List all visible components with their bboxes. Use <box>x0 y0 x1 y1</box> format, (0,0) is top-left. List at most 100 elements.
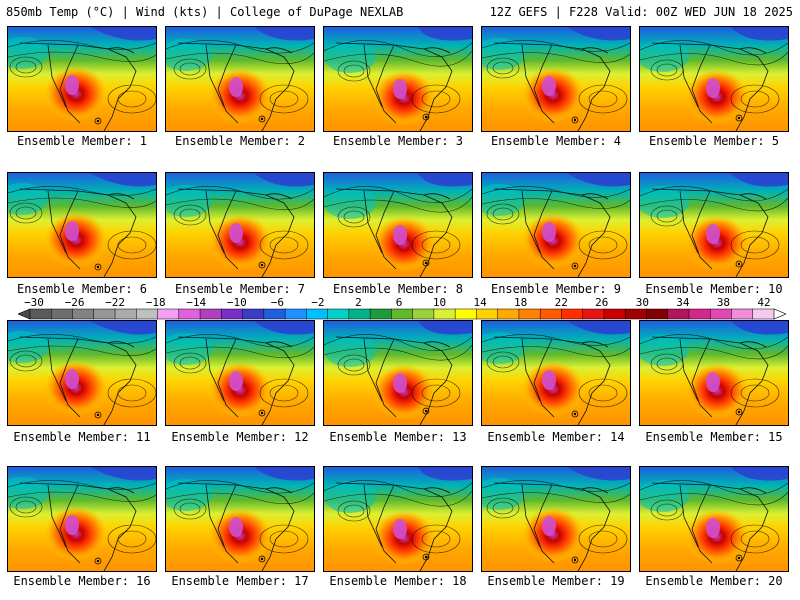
colorbar-segment <box>178 308 201 320</box>
temperature-map <box>8 467 156 571</box>
temperature-map <box>166 321 314 425</box>
ensemble-member-label: Ensemble Member: 17 <box>171 574 309 588</box>
ensemble-member-map <box>165 466 315 572</box>
ensemble-member-map <box>639 26 789 132</box>
map-title: 850mb Temp (°C) | Wind (kts) | College o… <box>6 5 404 19</box>
colorbar-tick-label: −18 <box>145 296 166 309</box>
ensemble-member-label: Ensemble Member: 1 <box>16 134 148 148</box>
colorbar-tick-label: 34 <box>676 296 690 309</box>
colorbar-tick-label: 26 <box>595 296 609 309</box>
temperature-map <box>640 27 788 131</box>
temperature-map <box>324 321 472 425</box>
ensemble-member-map <box>323 466 473 572</box>
temperature-map <box>482 27 630 131</box>
ensemble-member-label: Ensemble Member: 15 <box>645 430 783 444</box>
ensemble-member-label: Ensemble Member: 13 <box>329 430 467 444</box>
temperature-map <box>482 321 630 425</box>
temperature-map <box>8 173 156 277</box>
colorbar-segment <box>603 308 626 320</box>
temperature-map <box>324 27 472 131</box>
colorbar-segment <box>306 308 329 320</box>
ensemble-member-map <box>7 172 157 278</box>
ensemble-member-label: Ensemble Member: 4 <box>490 134 622 148</box>
colorbar-segment <box>709 308 733 320</box>
colorbar-tick-label: 18 <box>514 296 528 309</box>
colorbar-segment <box>454 308 477 320</box>
temperature-map <box>166 27 314 131</box>
colorbar-segment <box>497 308 520 320</box>
colorbar-min-arrow <box>18 308 31 320</box>
ensemble-member-label: Ensemble Member: 11 <box>13 430 151 444</box>
colorbar-tick-label: 6 <box>395 296 403 309</box>
ensemble-member-map <box>7 26 157 132</box>
colorbar-segment <box>221 308 244 320</box>
temperature-map <box>324 173 472 277</box>
colorbar-tick-label: 14 <box>473 296 487 309</box>
ensemble-member-label: Ensemble Member: 2 <box>174 134 306 148</box>
colorbar-segment <box>688 308 711 320</box>
ensemble-member-map <box>7 320 157 426</box>
colorbar-segment <box>561 308 584 320</box>
temperature-map <box>8 27 156 131</box>
ensemble-member-label: Ensemble Member: 12 <box>171 430 309 444</box>
colorbar-tick-label: −14 <box>186 296 207 309</box>
ensemble-member-label: Ensemble Member: 3 <box>332 134 464 148</box>
colorbar-segment <box>476 308 499 320</box>
colorbar-tick-label: 30 <box>635 296 649 309</box>
ensemble-member-map <box>323 26 473 132</box>
ensemble-member-map <box>165 172 315 278</box>
ensemble-member-label: Ensemble Member: 20 <box>645 574 783 588</box>
ensemble-member-map <box>7 466 157 572</box>
colorbar-segment <box>348 308 371 320</box>
colorbar-segment <box>72 308 95 320</box>
colorbar-tick-label: 2 <box>355 296 362 309</box>
temperature-map <box>640 467 788 571</box>
ensemble-member-label: Ensemble Member: 9 <box>490 282 622 296</box>
colorbar-segment <box>114 308 137 320</box>
temperature-map <box>640 321 788 425</box>
ensemble-member-label: Ensemble Member: 5 <box>648 134 780 148</box>
ensemble-member-label: Ensemble Member: 16 <box>13 574 151 588</box>
ensemble-member-map <box>481 172 631 278</box>
colorbar-tick-label: 38 <box>716 296 731 309</box>
ensemble-member-label: Ensemble Member: 8 <box>332 282 464 296</box>
colorbar-segment <box>667 308 690 320</box>
ensemble-member-label: Ensemble Member: 19 <box>487 574 625 588</box>
colorbar-segment <box>29 308 52 320</box>
colorbar-segment <box>539 308 562 320</box>
ensemble-member-map <box>165 26 315 132</box>
colorbar-segment <box>752 308 775 320</box>
ensemble-member-map <box>481 26 631 132</box>
colorbar-segment <box>263 308 286 320</box>
colorbar-segment <box>369 308 392 320</box>
valid-time: 12Z GEFS | F228 Valid: 00Z WED JUN 18 20… <box>489 5 793 19</box>
colorbar-segment <box>518 308 541 320</box>
ensemble-member-map <box>639 320 789 426</box>
temperature-map <box>166 467 314 571</box>
temperature-map <box>8 321 156 425</box>
colorbar-tick-label: −22 <box>105 296 126 309</box>
temperature-map <box>166 173 314 277</box>
temperature-colorbar <box>18 308 786 320</box>
ensemble-member-label: Ensemble Member: 18 <box>329 574 467 588</box>
colorbar-segment <box>646 308 669 320</box>
colorbar-segment <box>242 308 265 320</box>
colorbar-segment <box>624 308 648 320</box>
colorbar-tick-label: −30 <box>24 296 44 309</box>
colorbar-segment <box>51 308 74 320</box>
temperature-map <box>640 173 788 277</box>
colorbar-tick-label: −6 <box>270 296 284 309</box>
colorbar-tick-label: 22 <box>554 296 568 309</box>
colorbar-segment <box>199 308 222 320</box>
ensemble-member-map <box>481 466 631 572</box>
colorbar-segment <box>582 308 605 320</box>
colorbar-segment <box>93 308 116 320</box>
colorbar-tick-label: −2 <box>311 296 325 309</box>
colorbar-max-arrow <box>773 308 786 320</box>
temperature-map <box>482 173 630 277</box>
ensemble-member-map <box>323 172 473 278</box>
colorbar-segment <box>433 308 456 320</box>
ensemble-member-map <box>481 320 631 426</box>
colorbar-tick-label: 42 <box>757 296 771 309</box>
colorbar-segment <box>412 308 435 320</box>
